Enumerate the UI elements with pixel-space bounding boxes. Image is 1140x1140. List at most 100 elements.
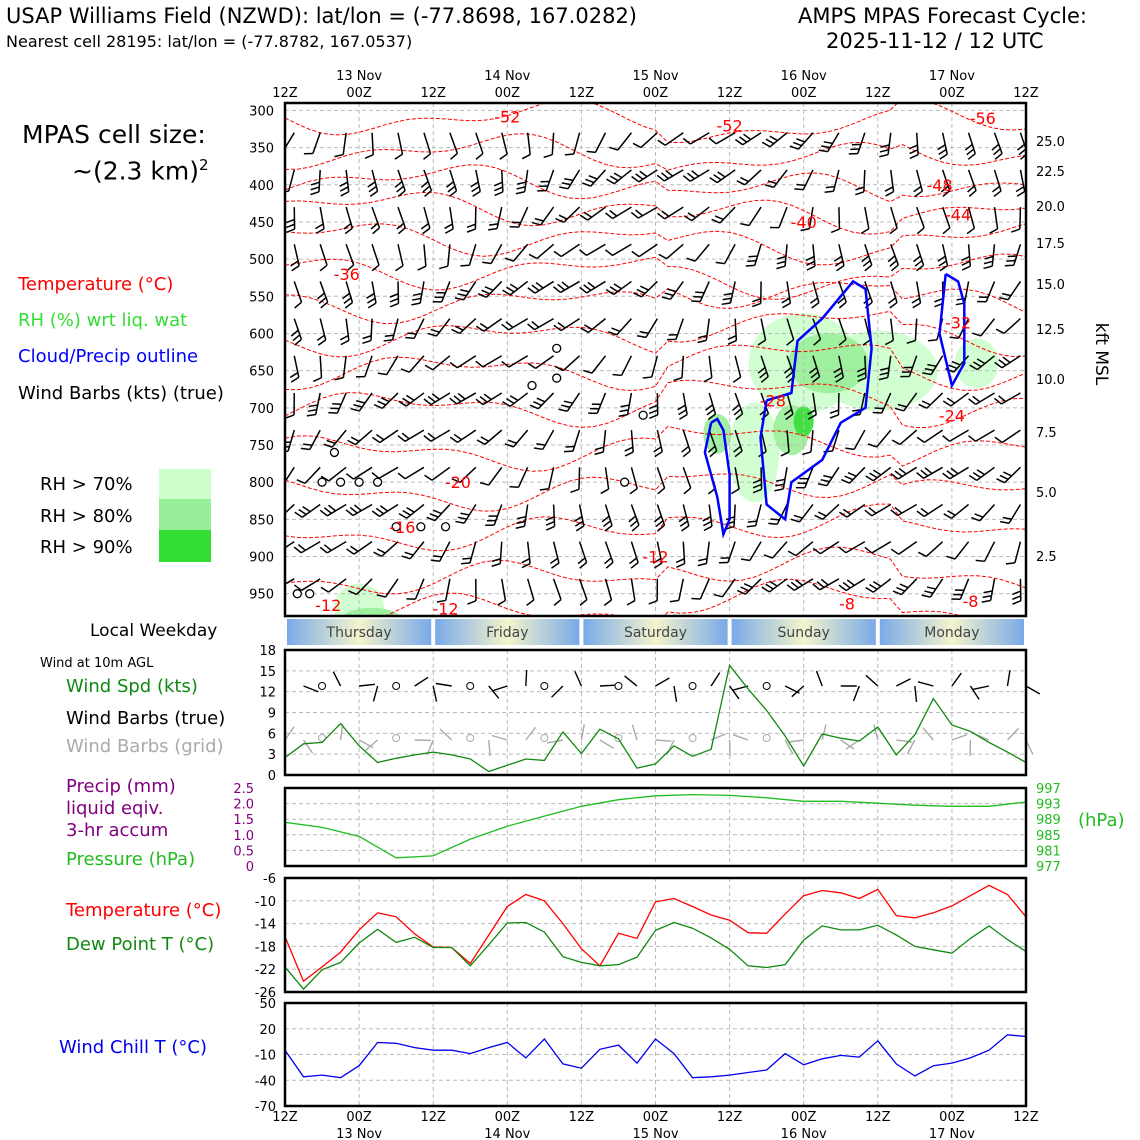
wind-barb-staff xyxy=(1003,318,1021,334)
wind-barb-flag xyxy=(782,302,791,309)
wind-barb-flag xyxy=(502,400,511,407)
wind-barb-flag xyxy=(551,562,560,569)
wind-barb-flag xyxy=(810,371,819,379)
wind-speed-tick-label: 0 xyxy=(268,769,276,784)
wind-barb-flag xyxy=(917,551,927,558)
wind-barb-flag xyxy=(678,515,687,523)
precip-tick-label: 1.0 xyxy=(233,829,254,844)
wind-barb-flag xyxy=(974,513,984,518)
bottom-hour-label: 00Z xyxy=(495,1110,521,1125)
wind-barb-staff xyxy=(560,317,580,332)
temperature-contour-label: -44 xyxy=(945,206,971,225)
wind-barb-staff xyxy=(804,467,814,489)
wind-barb-flag xyxy=(558,214,568,220)
wind-barb-grid xyxy=(491,734,508,741)
legend-wind-barbs: Wind Barbs (kts) (true) xyxy=(18,383,224,404)
wind-barb-flag xyxy=(909,154,919,160)
wind-barb-flag xyxy=(285,228,295,234)
wind-barb-staff xyxy=(386,355,399,376)
wind-barb-staff xyxy=(734,392,744,414)
wind-barb-flag xyxy=(427,395,436,403)
wind-barb-flag xyxy=(657,524,665,532)
wind-barb-staff xyxy=(853,429,866,450)
precip-label-1: Precip (mm) xyxy=(66,776,176,797)
wind-barb-flag xyxy=(891,439,901,446)
wind-barb-staff xyxy=(967,169,977,191)
wind-barb-flag xyxy=(457,293,467,297)
wind-barb-staff xyxy=(572,429,581,452)
wind-barb-flag xyxy=(308,404,318,408)
wind-barb-flag xyxy=(505,321,514,329)
wind-barb-flag xyxy=(733,408,742,416)
wind-barb-flag xyxy=(807,409,816,415)
temperature-label: Temperature (°C) xyxy=(66,900,222,921)
wind-10m-label: Wind at 10m AGL xyxy=(40,656,154,671)
wind-barb-staff xyxy=(397,169,406,191)
temperature-contour-label: -24 xyxy=(939,406,965,425)
temperature-contour xyxy=(285,223,1026,266)
wind-barb-flag xyxy=(472,190,481,197)
wind-barb-flag xyxy=(878,376,888,381)
pressure-tick-label: 750 xyxy=(249,439,274,454)
wind-barb-flag xyxy=(914,190,923,198)
wind-barb-flag xyxy=(460,264,470,267)
calm-wind-circle xyxy=(292,589,303,599)
top-date-label: 13 Nov xyxy=(336,69,382,84)
wind-barb-flag xyxy=(554,365,564,372)
pressure-label: Pressure (hPa) xyxy=(66,849,196,870)
wind-barb-staff xyxy=(616,318,632,336)
wind-barb-staff xyxy=(391,318,399,341)
wind-barb-flag xyxy=(631,524,640,532)
calm-wind-circle xyxy=(440,522,451,532)
temperature-frame xyxy=(283,876,1028,994)
wind-barb-flag xyxy=(608,330,617,336)
pressure-tick-label: 993 xyxy=(1036,798,1061,813)
wind-barb-true xyxy=(673,685,678,702)
wind-barb-flag xyxy=(367,181,376,188)
wind-barb-flag xyxy=(817,482,827,487)
wind-barb-flag xyxy=(884,186,894,192)
wind-barb-true xyxy=(551,685,564,698)
wind-barb-staff xyxy=(798,504,814,523)
wind-barb-flag xyxy=(916,436,925,444)
wind-barb-staff xyxy=(604,578,613,601)
wind-barb-flag xyxy=(889,301,898,309)
wind-barb-flag xyxy=(715,261,725,265)
wind-barb-flag xyxy=(521,562,531,569)
wind-barb-flag xyxy=(353,403,363,408)
kft-tick-label: 20.0 xyxy=(1036,200,1065,215)
wind-barb-staff xyxy=(630,504,640,526)
wind-barb-flag xyxy=(711,218,721,224)
wind-barb-staff xyxy=(876,429,892,448)
wind-barb-staff xyxy=(353,466,373,480)
wind-barb-flag xyxy=(423,398,432,406)
temperature-contour-label: -40 xyxy=(791,213,817,232)
temperature-contour xyxy=(285,133,1026,171)
wind-barb-staff xyxy=(560,243,580,258)
wind-barb-staff xyxy=(397,132,404,155)
wind-barb-staff xyxy=(822,503,840,520)
wind-barb-flag xyxy=(475,360,484,368)
wind-barb-flag xyxy=(747,259,757,263)
wind-barb-flag xyxy=(916,510,925,518)
wind-barb-flag xyxy=(629,487,638,495)
wind-barb-flag xyxy=(867,443,877,448)
temperature-contour-label: -12 xyxy=(642,548,668,567)
wind-barb-flag xyxy=(838,511,848,518)
wind-barb-flag xyxy=(775,483,785,487)
wind-barb-staff xyxy=(509,392,529,407)
wind-barb-flag xyxy=(880,367,890,371)
wind-barb-flag xyxy=(620,404,630,408)
wind-barb-true xyxy=(414,676,429,687)
wind-barb-staff xyxy=(496,206,503,229)
wind-barb-flag xyxy=(792,141,802,147)
wind-barb-staff xyxy=(682,392,688,415)
wind-chill-frame xyxy=(283,1001,1028,1108)
wind-barb-flag xyxy=(580,327,589,334)
wind-barb-flag xyxy=(821,145,831,149)
wind-barb-staff xyxy=(838,318,847,340)
wind-barb-true xyxy=(332,671,342,687)
calm-circle-true xyxy=(466,682,475,690)
wind-barb-flag xyxy=(296,479,306,484)
wind-barb-staff xyxy=(423,132,432,154)
